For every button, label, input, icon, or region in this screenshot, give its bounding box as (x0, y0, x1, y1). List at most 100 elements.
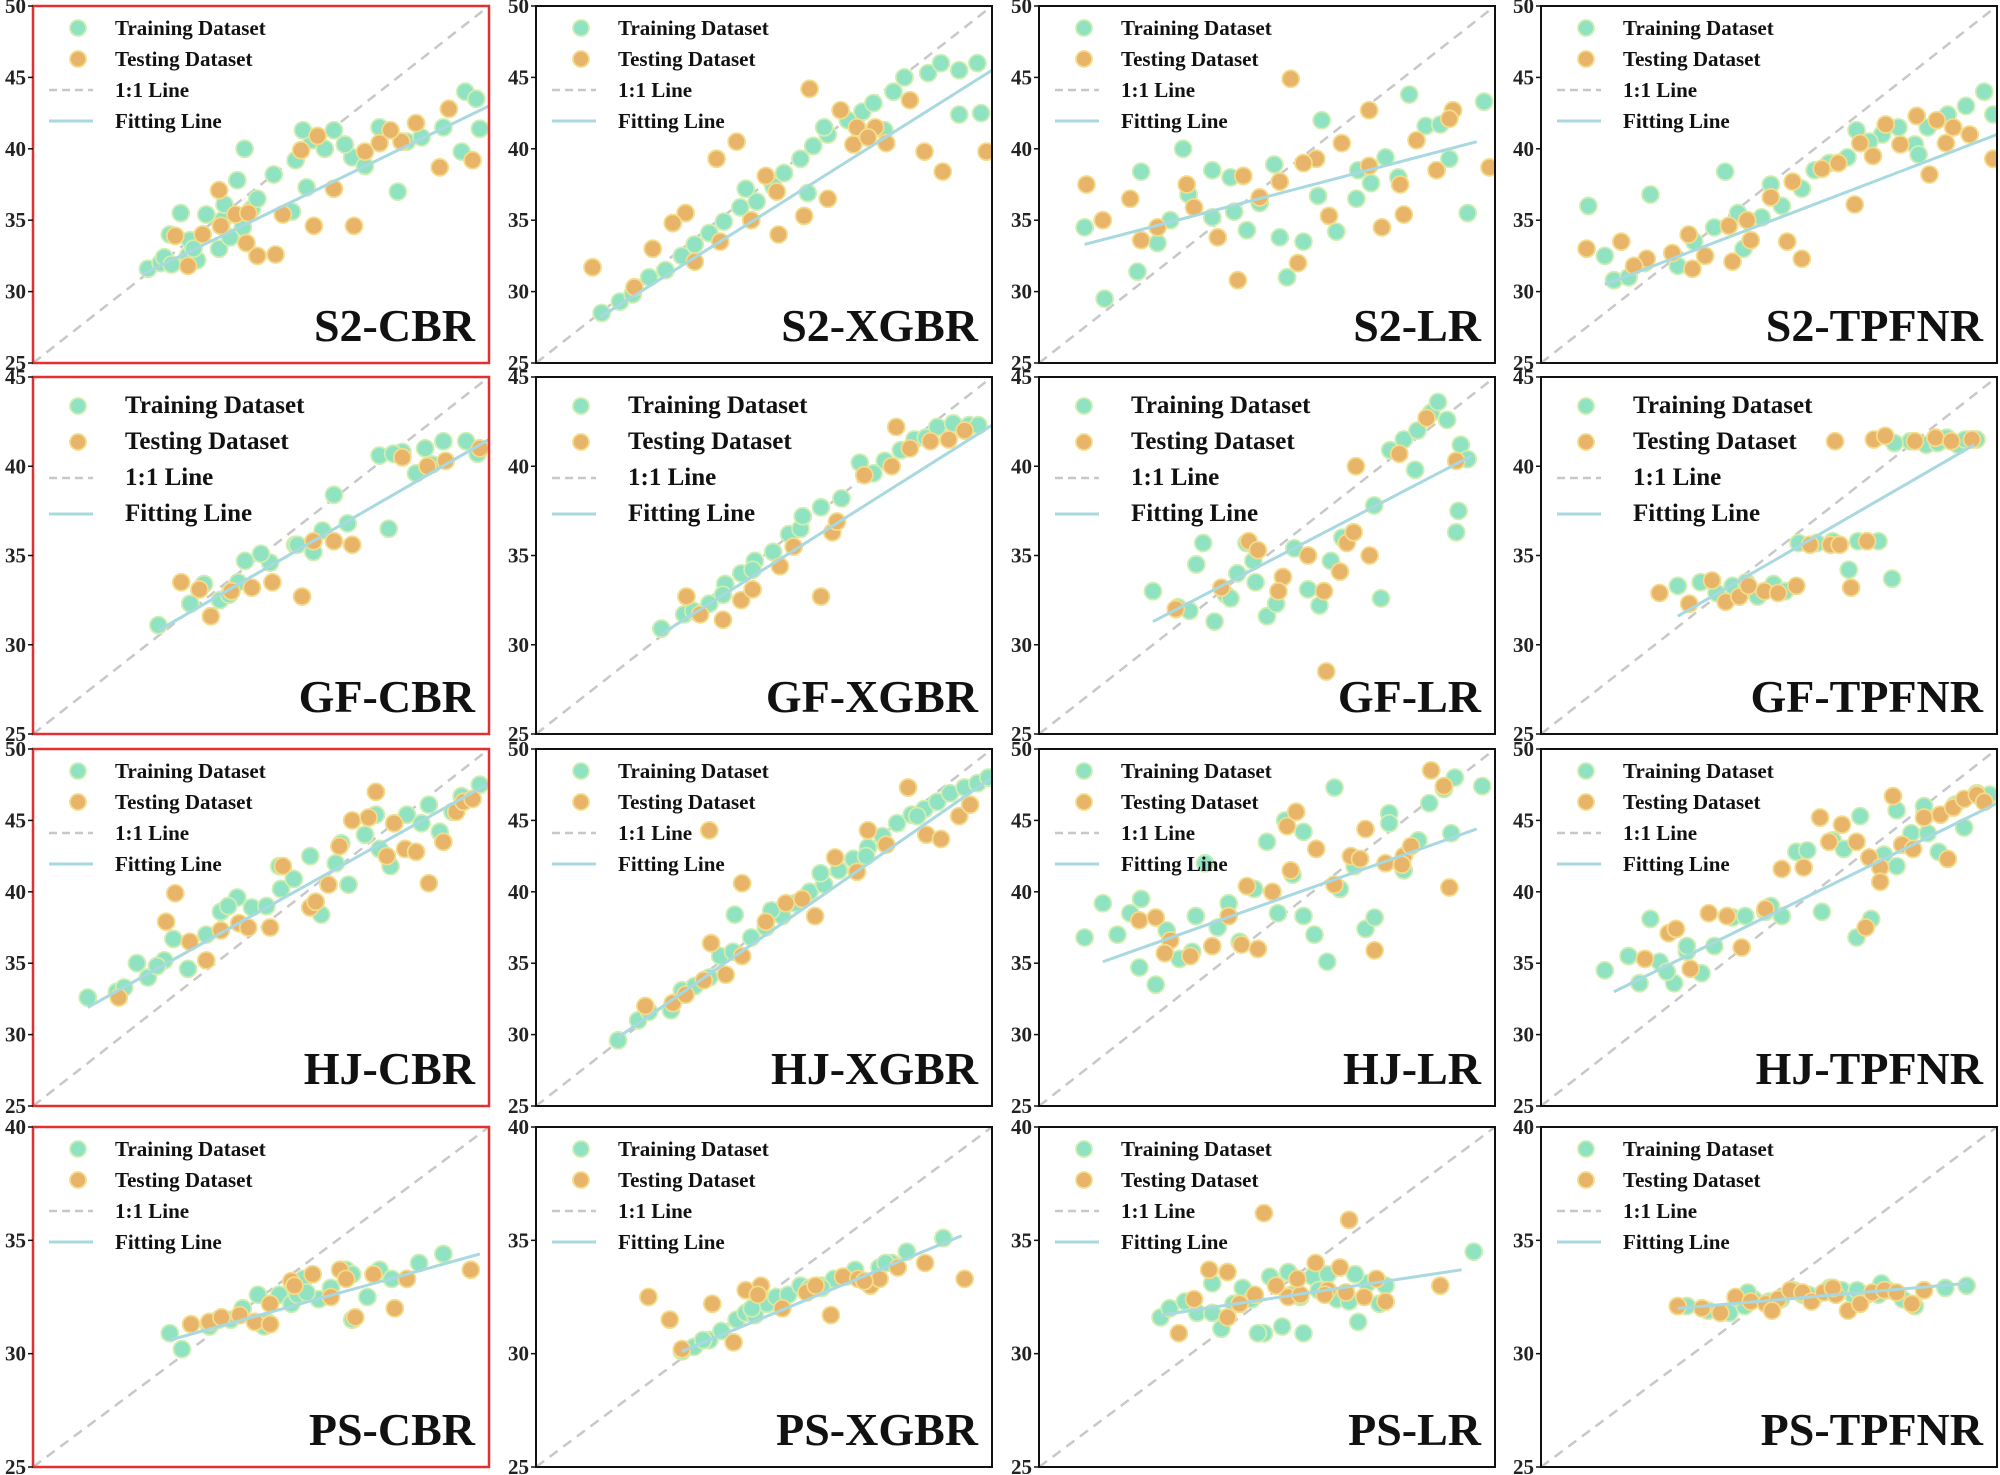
fit-line (86, 781, 489, 1009)
test-point (1962, 430, 1982, 449)
legend: Training Dataset Testing Dataset 1:1 Line F… (49, 759, 266, 876)
test-point (1248, 939, 1268, 959)
legend-test-marker (1577, 50, 1595, 68)
test-point (858, 820, 878, 840)
panel-title: HJ-CBR (304, 1043, 476, 1094)
highlight-frame (31, 1125, 491, 1469)
test-point (439, 99, 459, 119)
train-point (178, 959, 198, 979)
panel-frame (1038, 748, 1496, 1107)
test-point (1360, 546, 1379, 565)
test-point (805, 906, 825, 926)
legend-fit-label: Fitting Line (115, 1230, 222, 1254)
legend-train-label: Training Dataset (1623, 16, 1774, 40)
train-point (1205, 612, 1224, 631)
legend-train-label: Training Dataset (1131, 392, 1311, 419)
test-point (939, 430, 959, 449)
panel-title: S2-CBR (314, 300, 476, 351)
legend-identity-label: 1:1 Line (1121, 821, 1195, 845)
test-point (1376, 1292, 1395, 1311)
train-point (714, 212, 734, 232)
y-tick-label: 45 (1011, 808, 1032, 832)
test-point (1710, 1303, 1730, 1323)
test-point (1682, 259, 1702, 279)
train-point (235, 139, 254, 159)
legend: Training Dataset Testing Dataset 1:1 Line F… (49, 392, 305, 527)
test-point (1177, 175, 1197, 194)
legend-train-label: Training Dataset (628, 392, 808, 419)
test-point (1679, 225, 1699, 244)
legend-test-label: Testing Dataset (115, 790, 252, 814)
y-tick-label: 30 (1513, 1023, 1534, 1047)
train-point (271, 879, 291, 899)
test-point (1832, 815, 1852, 835)
test-point (433, 832, 453, 852)
train-point (918, 63, 938, 83)
panel-gf-cbr: 25 30 35 40 45 Training Dataset Testing Datase… (5, 365, 491, 746)
legend-test-marker (1075, 433, 1093, 451)
y-tick-label: 25 (508, 1455, 529, 1475)
legend-fit-label: Fitting Line (628, 500, 755, 527)
test-point (1294, 153, 1313, 173)
test-point (342, 535, 362, 555)
train-point (1428, 392, 1448, 412)
test-point (1218, 1262, 1237, 1282)
y-tick-label: 40 (508, 1115, 529, 1139)
legend-test-label: Testing Dataset (1633, 428, 1797, 455)
train-point (196, 205, 216, 224)
test-point (1875, 426, 1895, 446)
test-point (1339, 1210, 1359, 1230)
legend-fit-label: Fitting Line (115, 109, 222, 133)
train-point (725, 905, 745, 925)
test-point (915, 142, 934, 162)
panel-hj-xgbr: 25 30 35 40 45 50 Training Dataset Testing Data… (508, 737, 993, 1118)
test-point (1270, 172, 1290, 192)
train-point (470, 119, 489, 139)
train-point (127, 953, 147, 973)
train-point (907, 806, 927, 826)
identity-line (33, 1127, 489, 1467)
y-tick-label: 30 (1011, 1023, 1032, 1047)
panel-title: PS-TPFNR (1761, 1404, 1984, 1455)
panel-frame (535, 748, 993, 1107)
test-point (1887, 1283, 1907, 1302)
plot-area (536, 6, 992, 363)
legend: Training Dataset Testing Dataset 1:1 Line F… (1557, 16, 1774, 133)
legend-train-marker (69, 397, 87, 415)
train-point (1294, 232, 1313, 252)
test-point (1857, 531, 1877, 551)
train-point (264, 165, 284, 184)
panel-gf-tpfnr: 25 30 35 40 45 Training Dataset Testing Datase… (1513, 365, 1998, 746)
test-point (1668, 1296, 1688, 1316)
fit-line (1102, 827, 1478, 964)
panel-title: S2-TPFNR (1766, 300, 1984, 351)
train-point (747, 192, 767, 212)
y-tick-label: 40 (5, 880, 26, 904)
train-point (736, 179, 756, 199)
fit-line (1677, 1281, 1967, 1310)
test-point (463, 150, 482, 170)
y-tick-label: 50 (1513, 737, 1534, 761)
train-point (1270, 227, 1290, 247)
panel-s2-lr: 25 30 35 40 45 50 Training Dataset Testing Data… (1011, 0, 1496, 375)
test-point (1794, 858, 1814, 877)
test-point (713, 610, 733, 630)
test-point (1155, 943, 1175, 963)
test-point (1407, 130, 1426, 150)
test-point (748, 1285, 768, 1305)
legend-train-marker (1075, 19, 1093, 37)
test-point (636, 996, 655, 1016)
legend: Training Dataset Testing Dataset 1:1 Line F… (1055, 392, 1311, 527)
fit-line (141, 104, 489, 276)
train-point (811, 863, 830, 883)
y-tick-label: 25 (1011, 722, 1032, 746)
identity-line (536, 1127, 992, 1467)
train-point (1075, 217, 1094, 237)
y-tick-label: 30 (1513, 280, 1534, 304)
test-point (355, 142, 375, 162)
test-point (385, 1298, 405, 1318)
legend-test-marker (1075, 1171, 1093, 1189)
fit-line (1604, 133, 1997, 286)
test-point (831, 100, 851, 120)
test-point (201, 606, 221, 626)
